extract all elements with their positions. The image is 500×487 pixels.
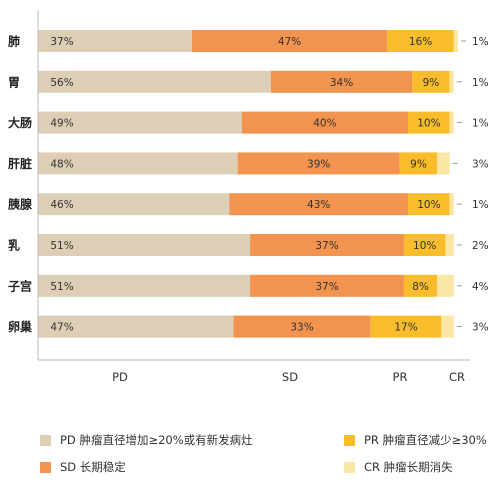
bar-segment-pr (408, 193, 450, 216)
bar-segment-pr (412, 70, 450, 93)
data-label-cr: 1% (472, 118, 489, 130)
data-label: 8% (412, 281, 429, 293)
category-label: 肝脏 (8, 156, 32, 171)
x-axis-label-cr: CR (449, 370, 465, 384)
data-label: 10% (413, 240, 436, 252)
bar-segment-sd (241, 111, 409, 134)
legend-label: PD 肿瘤直径增加≥20%或有新发病灶 (60, 433, 253, 447)
data-label: 51% (50, 240, 73, 252)
data-label: 46% (50, 199, 73, 211)
x-axis-label-pd: PD (112, 370, 128, 384)
bar-segment-pr (408, 111, 450, 134)
data-label-cr: 1% (472, 36, 489, 48)
legend-label: CR 肿瘤长期消失 (364, 460, 453, 474)
data-label: 37% (315, 281, 338, 293)
bar-segment-pd (38, 315, 234, 338)
category-label: 大肠 (8, 115, 32, 130)
x-axis-label-sd: SD (282, 370, 298, 384)
bar-segment-cr (453, 30, 458, 52)
data-label: 43% (307, 199, 330, 211)
legend-item-sd: SD 长期稳定 (40, 459, 126, 475)
bar-segment-sd (191, 30, 388, 52)
category-label: 胰腺 (8, 197, 33, 212)
data-label: 40% (313, 118, 336, 130)
category-label: 乳 (8, 238, 20, 253)
data-label: 51% (50, 281, 73, 293)
bar-segment-pr (387, 30, 454, 52)
data-label: 37% (315, 240, 338, 252)
legend-item-pr: PR 肿瘤直径减少≥30% (344, 432, 487, 448)
legend: PD 肿瘤直径增加≥20%或有新发病灶 PR 肿瘤直径减少≥30% SD 长期稳… (0, 426, 500, 487)
bar-segment-pr (403, 234, 446, 256)
data-label: 47% (50, 322, 73, 334)
category-label: 胃 (8, 75, 20, 89)
data-label: 34% (330, 77, 353, 89)
legend-swatch (40, 434, 51, 446)
data-label: 9% (423, 77, 440, 89)
bar-segment-pd (38, 70, 271, 93)
data-label: 37% (50, 36, 73, 48)
bar-segment-pd (38, 274, 251, 297)
data-label: 16% (409, 36, 432, 48)
legend-swatch (344, 461, 355, 473)
bar-segment-sd (250, 274, 404, 297)
data-label: 33% (290, 322, 313, 334)
x-axis-labels: PD SD PR CR (112, 370, 465, 384)
bar-segment-pd (38, 111, 242, 134)
category-label: 肺 (8, 34, 20, 49)
data-label: 39% (307, 158, 330, 170)
bar-segment-pr (399, 152, 438, 175)
stacked-bar-chart: 37% 47% 16% 1% 56% 34% 9% 1% 49% 40% 10% 1% 48% 39% 9%… (8, 10, 489, 384)
bar-segment-cr (437, 274, 454, 297)
bar-segment-cr (449, 111, 454, 134)
category-label: 子宫 (8, 278, 32, 293)
bar-segment-sd (229, 193, 409, 216)
data-label-cr: 1% (472, 77, 489, 89)
bar-segment-cr (449, 193, 454, 216)
legend-item-pd: PD 肿瘤直径增加≥20%或有新发病灶 (40, 432, 253, 448)
data-label: 10% (417, 118, 440, 130)
data-label-cr: 2% (472, 240, 489, 252)
bar-segment-cr (445, 234, 454, 256)
bar-segment-pr (403, 274, 438, 297)
legend-swatch (344, 434, 355, 446)
data-label: 47% (278, 36, 301, 48)
legend-label: PR 肿瘤直径减少≥30% (364, 433, 487, 447)
bar-segment-pd (38, 193, 230, 216)
bar-segment-pd (38, 152, 238, 175)
bar-segment-sd (270, 70, 413, 93)
data-label-cr: 1% (472, 199, 489, 211)
bar-segment-pd (38, 30, 192, 52)
x-axis-label-pr: PR (393, 370, 408, 384)
data-label: 17% (394, 322, 417, 334)
legend-item-cr: CR 肿瘤长期消失 (344, 459, 453, 475)
data-label: 9% (410, 158, 427, 170)
data-label: 48% (50, 158, 73, 170)
bar-segment-cr (441, 315, 454, 338)
bar-segment-sd (233, 315, 371, 338)
bar-segment-cr (437, 152, 450, 175)
bar-segment-pd (38, 234, 251, 256)
category-label: 卵巢 (8, 319, 32, 334)
bar-segment-sd (250, 234, 404, 256)
bars-layer: 37% 47% 16% 1% 56% 34% 9% 1% 49% 40% 10% 1% 48% 39% 9%… (38, 30, 489, 338)
legend-label: SD 长期稳定 (60, 460, 126, 474)
legend-swatch (40, 461, 51, 473)
bar-segment-cr (449, 70, 454, 93)
data-label: 49% (50, 118, 73, 130)
data-label: 10% (417, 199, 440, 211)
data-label-cr: 4% (472, 281, 489, 293)
bar-segment-pr (370, 315, 442, 338)
data-label-cr: 3% (472, 322, 489, 334)
data-label-cr: 3% (472, 158, 489, 170)
data-label: 56% (50, 77, 73, 89)
bar-segment-sd (237, 152, 400, 175)
